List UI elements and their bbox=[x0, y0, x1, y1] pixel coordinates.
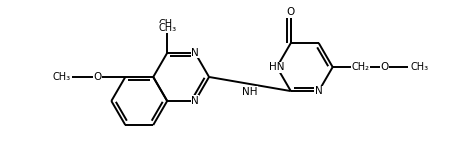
Text: CH₃: CH₃ bbox=[158, 19, 176, 29]
Text: CH₃: CH₃ bbox=[410, 62, 428, 72]
Text: N: N bbox=[315, 86, 322, 96]
Text: N: N bbox=[191, 48, 199, 58]
Text: CH₃: CH₃ bbox=[52, 72, 70, 82]
Text: HN: HN bbox=[269, 62, 284, 72]
Text: N: N bbox=[191, 96, 199, 106]
Text: CH₂: CH₂ bbox=[352, 62, 370, 72]
Text: O: O bbox=[380, 62, 388, 72]
Text: O: O bbox=[287, 7, 295, 17]
Text: O: O bbox=[93, 72, 102, 82]
Text: CH₃: CH₃ bbox=[158, 23, 176, 33]
Text: NH: NH bbox=[242, 87, 258, 97]
